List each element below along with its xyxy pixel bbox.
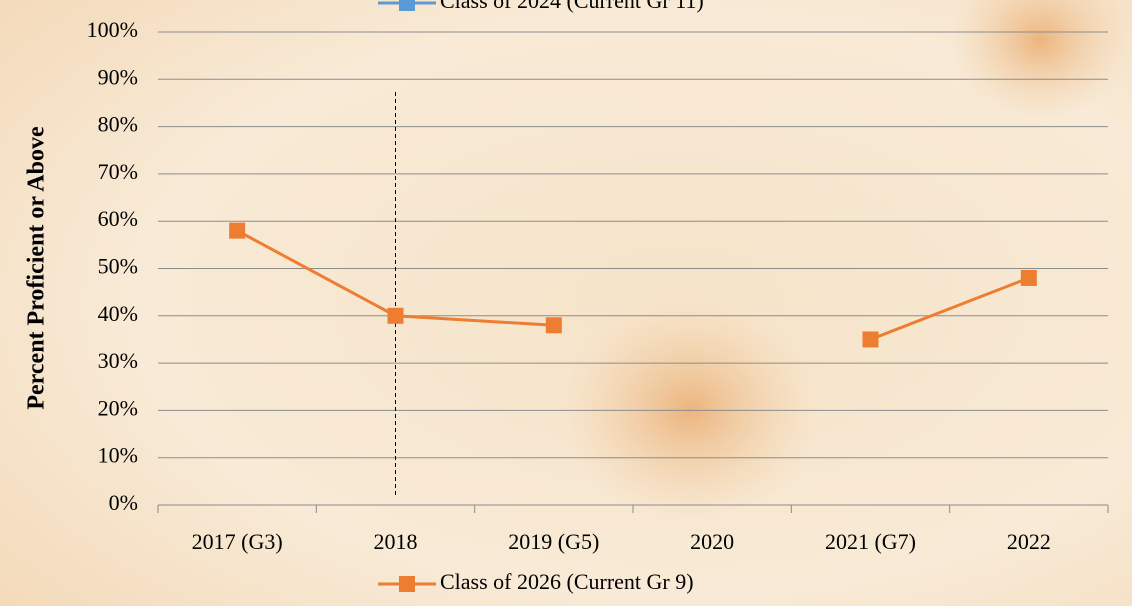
y-tick-label: 100% bbox=[87, 17, 138, 42]
y-tick-label: 0% bbox=[109, 490, 138, 515]
legend-marker bbox=[399, 576, 415, 592]
point-marker bbox=[1021, 270, 1037, 286]
y-tick-label: 40% bbox=[98, 301, 138, 326]
x-tick-label: 2022 bbox=[1007, 529, 1051, 554]
x-tick-label: 2021 (G7) bbox=[825, 529, 916, 554]
y-tick-label: 60% bbox=[98, 206, 138, 231]
legend-marker bbox=[399, 0, 415, 11]
y-axis-label: Percent Proficient or Above bbox=[24, 126, 50, 410]
x-tick-label: 2019 (G5) bbox=[508, 529, 599, 554]
x-tick-label: 2017 (G3) bbox=[192, 529, 283, 554]
legend-label: Class of 2024 (Current Gr 11) bbox=[440, 0, 704, 13]
point-marker bbox=[863, 331, 879, 347]
y-tick-label: 90% bbox=[98, 64, 138, 89]
x-tick-label: 2018 bbox=[374, 529, 418, 554]
x-tick-label: 2020 bbox=[690, 529, 734, 554]
y-tick-label: 70% bbox=[98, 159, 138, 184]
y-tick-label: 20% bbox=[98, 395, 138, 420]
point-marker bbox=[388, 308, 404, 324]
page: Percent Proficient or Above 0% 10% 20% 30% 4… bbox=[0, 0, 1132, 606]
y-tick-label: 10% bbox=[98, 443, 138, 468]
point-marker bbox=[229, 223, 245, 239]
y-tick-label: 80% bbox=[98, 112, 138, 137]
legend-label: Class of 2026 (Current Gr 9) bbox=[440, 569, 694, 594]
point-marker bbox=[546, 317, 562, 333]
y-tick-label: 50% bbox=[98, 254, 138, 279]
y-tick-label: 30% bbox=[98, 348, 138, 373]
chart: Percent Proficient or Above 0% 10% 20% 30% 4… bbox=[0, 0, 1132, 606]
